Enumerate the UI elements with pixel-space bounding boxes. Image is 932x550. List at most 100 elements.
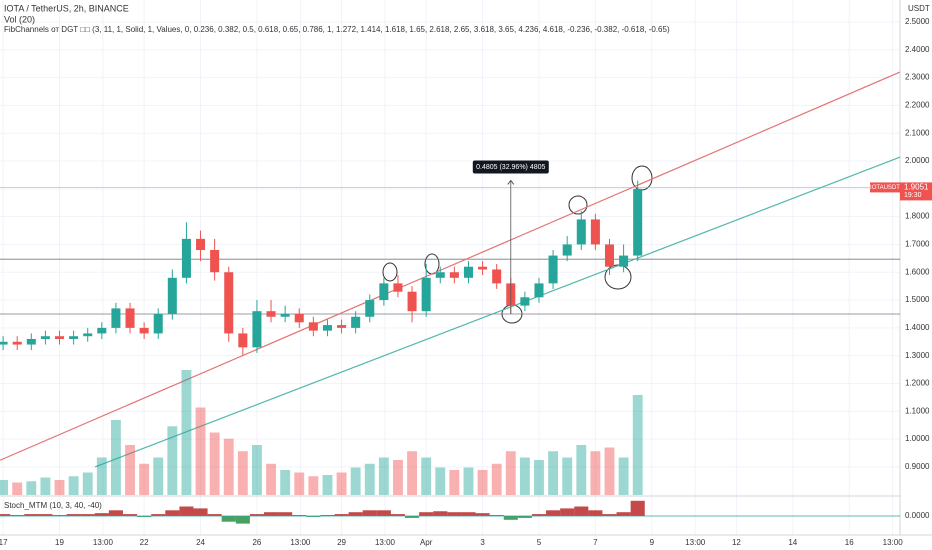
stoch-bar — [447, 512, 462, 516]
currency-label: USDT — [908, 4, 930, 13]
candle-body — [562, 244, 572, 256]
stoch-bar — [278, 512, 293, 516]
candle-body — [125, 308, 135, 328]
candle-body — [421, 277, 431, 312]
candle-body — [69, 336, 79, 339]
stoch-bar — [221, 516, 236, 522]
volume-bar — [40, 477, 51, 495]
y-tick-label: 1.6000 — [905, 267, 930, 276]
chart-title: IOTA / TetherUS, 2h, BINANCE — [4, 3, 129, 13]
y-tick-label: 0.9000 — [905, 462, 930, 471]
oscillator-label: Stoch_MTM (10, 3, 40, -40) — [4, 501, 102, 510]
y-tick-label: 2.5000 — [905, 17, 930, 26]
candle-body — [40, 336, 50, 339]
candle-body — [365, 300, 375, 317]
y-tick-label: 1.2000 — [905, 379, 930, 388]
stoch-bar — [630, 500, 645, 516]
volume-bar — [125, 445, 135, 495]
volume-bar — [167, 426, 178, 495]
volume-bar — [364, 463, 375, 495]
candle-body — [83, 333, 93, 337]
candle-body — [266, 311, 276, 317]
x-tick-label: 13:00 — [375, 538, 396, 547]
stoch-bar — [52, 515, 67, 516]
candle-body — [252, 311, 262, 348]
stoch-bar — [390, 514, 406, 516]
candle-body — [167, 277, 177, 314]
channel-line — [0, 71, 901, 461]
y-tick-label: 1.5000 — [905, 295, 930, 304]
volume-bar — [393, 460, 403, 495]
volume-bar — [54, 480, 65, 495]
volume-bar — [632, 395, 643, 495]
volume-bar — [195, 407, 206, 495]
volume-bar — [153, 457, 164, 495]
volume-bar — [322, 475, 333, 495]
x-tick-label: 17 — [0, 538, 8, 547]
candle-body — [97, 327, 107, 334]
volume-label: Vol (20) — [4, 14, 35, 24]
volume-bar — [82, 472, 93, 495]
volume-bar — [68, 476, 79, 495]
stoch-bar — [249, 514, 264, 516]
stoch-bar — [165, 510, 180, 516]
volume-bar — [308, 476, 319, 495]
y-tick-label: 2.4000 — [905, 45, 930, 54]
candle-body — [393, 283, 403, 292]
stoch-bar — [489, 515, 504, 516]
x-tick-label: 13:00 — [93, 538, 114, 547]
circle — [604, 264, 632, 290]
y-tick-label: 2.3000 — [905, 73, 930, 82]
candle-body — [435, 272, 445, 278]
indicator-label: FibChannels от DGT □□ (3, 11, 1, Solid, … — [4, 25, 670, 34]
volume-bar — [477, 470, 488, 495]
volume-bar — [618, 457, 629, 495]
y-tick-label: 1.3000 — [905, 351, 930, 360]
symbol-badge — [870, 182, 900, 193]
stoch-bar — [602, 514, 617, 516]
candle-body — [337, 325, 347, 328]
y-tick-label: 1.0000 — [905, 434, 930, 443]
x-tick-label: 13:00 — [290, 538, 311, 547]
candle-body — [534, 283, 544, 298]
stoch-bar — [292, 515, 307, 516]
measure-box — [472, 160, 549, 174]
candle-body — [520, 297, 530, 306]
stoch-bar — [517, 516, 532, 518]
x-tick-label: 19 — [55, 538, 64, 547]
y-tick-label: 1.8000 — [905, 212, 930, 221]
stoch-bar — [362, 510, 377, 516]
measure-arrowhead — [507, 179, 515, 185]
stoch-bar — [419, 512, 434, 516]
volume-bar — [505, 451, 516, 495]
candle-body — [478, 266, 488, 270]
x-tick-label: 16 — [845, 538, 854, 547]
x-tick-label: 24 — [196, 538, 205, 547]
candle-body — [449, 272, 459, 278]
stoch-bar — [503, 516, 518, 520]
stoch-bar — [574, 506, 589, 516]
candle-body — [590, 219, 600, 245]
volume-bar — [223, 438, 234, 495]
stoch-bar — [137, 516, 152, 517]
circle — [568, 195, 588, 215]
candle-body — [238, 333, 248, 348]
stoch-bar — [80, 514, 95, 516]
volume-bar — [491, 463, 502, 495]
volume-bar — [336, 472, 347, 495]
candle-body — [322, 325, 332, 331]
candle-body — [0, 341, 8, 345]
candle-body — [492, 269, 502, 284]
stoch-bar — [616, 512, 631, 516]
stoch-bar — [531, 514, 547, 516]
candle-body — [181, 238, 191, 278]
price-badge — [900, 182, 932, 201]
volume-bar — [435, 467, 446, 495]
stoch-bar — [207, 514, 222, 516]
volume-bar — [181, 370, 192, 495]
x-tick-label: 26 — [252, 538, 261, 547]
y-tick-label: 1.7000 — [905, 240, 930, 249]
x-tick-label: 3 — [480, 538, 485, 547]
y-tick-label: 1.4000 — [905, 323, 930, 332]
stoch-bar — [235, 516, 250, 524]
